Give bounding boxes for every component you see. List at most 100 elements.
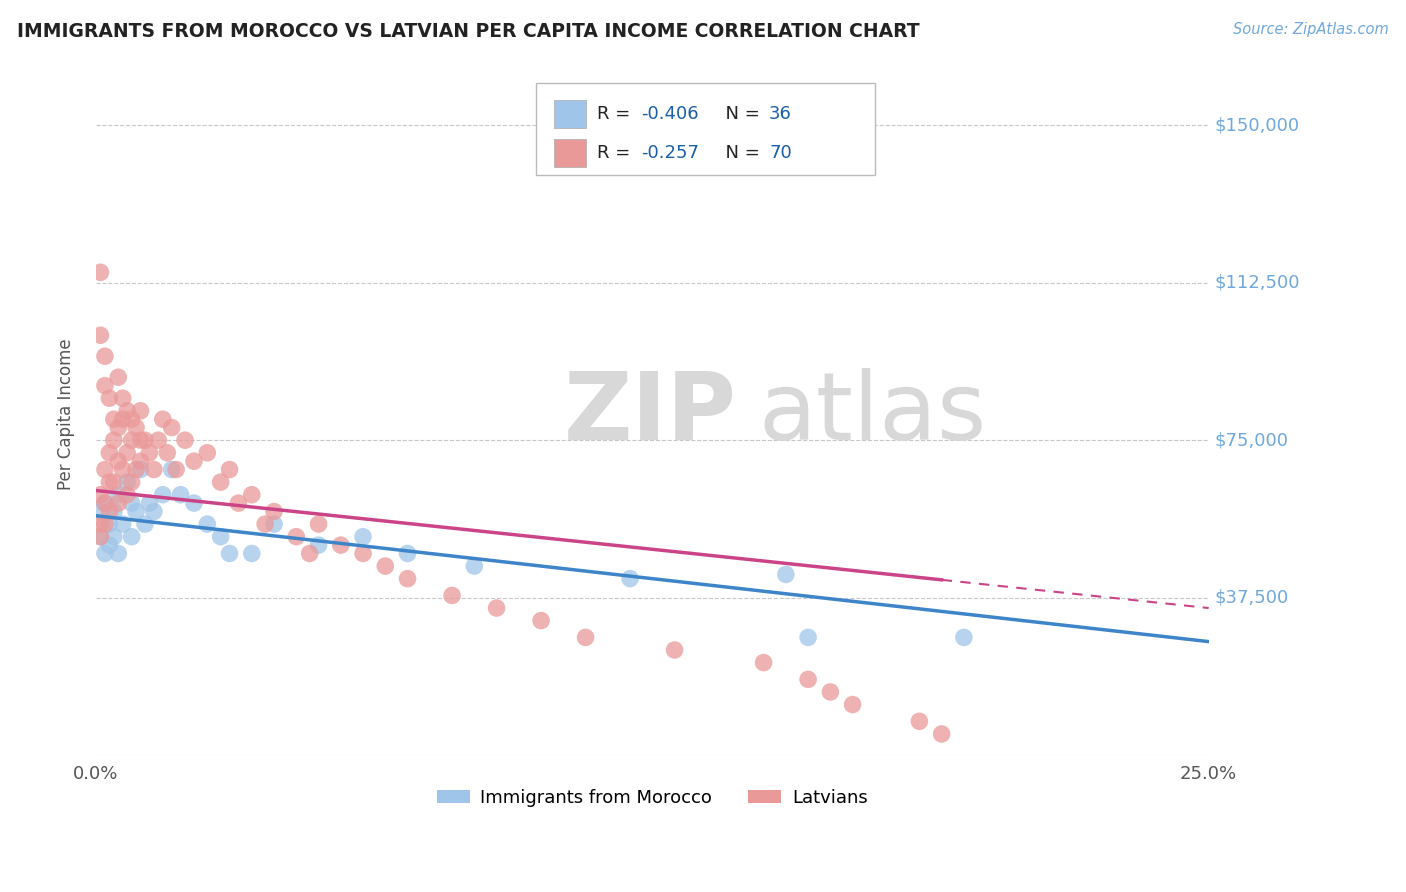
Point: [111, 412, 134, 426]
Point: [240, 488, 263, 502]
Point: [94, 349, 117, 363]
Point: [115, 488, 138, 502]
Point: [103, 530, 125, 544]
Point: [98, 475, 121, 490]
Point: [129, 462, 152, 476]
Point: [111, 391, 134, 405]
Point: [89, 530, 111, 544]
Point: [121, 433, 143, 447]
Point: [485, 601, 508, 615]
Point: [209, 475, 232, 490]
Text: N =: N =: [713, 105, 765, 123]
Point: [121, 530, 143, 544]
Point: [160, 462, 183, 476]
Point: [152, 488, 174, 502]
Point: [797, 631, 820, 645]
Point: [953, 631, 976, 645]
Text: R =: R =: [596, 145, 636, 162]
Text: -0.406: -0.406: [641, 105, 699, 123]
Point: [240, 546, 263, 560]
Point: [263, 517, 285, 532]
Point: [352, 546, 374, 560]
Point: [115, 475, 138, 490]
Point: [298, 546, 321, 560]
Point: [98, 517, 121, 532]
Point: [89, 504, 111, 518]
Point: [121, 475, 143, 490]
Point: [142, 504, 165, 518]
Point: [441, 589, 464, 603]
Text: N =: N =: [713, 145, 765, 162]
Point: [125, 462, 148, 476]
Text: 70: 70: [769, 145, 792, 162]
Point: [374, 559, 396, 574]
Point: [463, 559, 485, 574]
Legend: Immigrants from Morocco, Latvians: Immigrants from Morocco, Latvians: [430, 781, 875, 814]
Text: $150,000: $150,000: [1215, 117, 1299, 135]
Point: [98, 446, 121, 460]
Text: atlas: atlas: [758, 368, 986, 460]
Point: [134, 433, 156, 447]
Point: [195, 517, 218, 532]
Point: [94, 546, 117, 560]
Point: [111, 462, 134, 476]
Point: [254, 517, 277, 532]
Point: [285, 530, 308, 544]
Point: [103, 504, 125, 518]
Point: [111, 517, 134, 532]
Point: [138, 446, 160, 460]
Point: [228, 496, 250, 510]
Point: [125, 420, 148, 434]
Point: [352, 530, 374, 544]
Point: [103, 412, 125, 426]
Point: [134, 517, 156, 532]
Point: [115, 404, 138, 418]
Point: [156, 446, 179, 460]
Text: Source: ZipAtlas.com: Source: ZipAtlas.com: [1233, 22, 1389, 37]
Point: [820, 685, 842, 699]
Point: [396, 572, 419, 586]
Point: [89, 488, 111, 502]
Point: [115, 446, 138, 460]
Text: ZIP: ZIP: [564, 368, 737, 460]
Point: [107, 488, 129, 502]
Point: [89, 328, 111, 343]
Text: IMMIGRANTS FROM MOROCCO VS LATVIAN PER CAPITA INCOME CORRELATION CHART: IMMIGRANTS FROM MOROCCO VS LATVIAN PER C…: [17, 22, 920, 41]
Point: [152, 412, 174, 426]
Point: [103, 475, 125, 490]
Point: [129, 433, 152, 447]
Point: [574, 631, 596, 645]
Point: [530, 614, 553, 628]
Point: [142, 462, 165, 476]
Point: [308, 517, 330, 532]
Point: [98, 538, 121, 552]
Point: [94, 517, 117, 532]
Point: [148, 433, 170, 447]
Text: $75,000: $75,000: [1215, 431, 1288, 450]
Point: [94, 378, 117, 392]
Text: $112,500: $112,500: [1215, 274, 1299, 292]
Point: [89, 517, 111, 532]
Point: [174, 433, 197, 447]
Text: R =: R =: [596, 105, 636, 123]
Point: [138, 496, 160, 510]
Text: $37,500: $37,500: [1215, 589, 1288, 607]
Point: [103, 433, 125, 447]
Point: [98, 391, 121, 405]
Text: -0.257: -0.257: [641, 145, 699, 162]
Point: [107, 420, 129, 434]
Point: [797, 673, 820, 687]
Point: [931, 727, 953, 741]
FancyBboxPatch shape: [554, 139, 585, 168]
Point: [619, 572, 641, 586]
Point: [263, 504, 285, 518]
Point: [841, 698, 863, 712]
Point: [908, 714, 931, 729]
Point: [396, 546, 419, 560]
Point: [94, 496, 117, 510]
Point: [121, 496, 143, 510]
Point: [94, 462, 117, 476]
Point: [775, 567, 797, 582]
Point: [89, 530, 111, 544]
Point: [329, 538, 352, 552]
